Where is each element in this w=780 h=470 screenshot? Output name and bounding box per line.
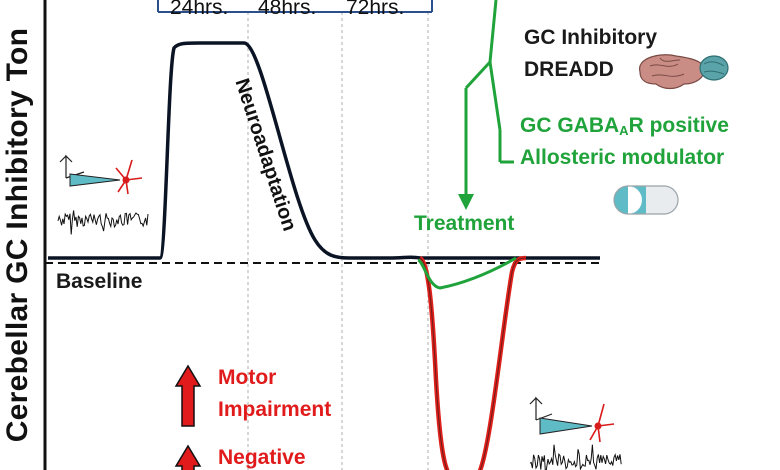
treatment-connectors [464,0,514,196]
baseline-label: Baseline [56,270,143,293]
pam-subscript: A [619,123,629,138]
pam-line2: Allosteric modulator [520,146,725,169]
brain-icon [639,54,729,90]
motor-line2: Impairment [218,398,332,421]
time-label-72: 72hrs. [346,0,405,19]
motor-line1: Motor [218,366,277,389]
electrode-neuron-icon-2 [529,396,615,443]
pam-line1: GC GABAAR positive [520,114,729,138]
time-gridlines [247,12,429,470]
dreadd-line1: GC Inhibitory [524,26,657,49]
time-label-24: 24hrs. [170,0,229,19]
dreadd-line2: DREADD [524,58,614,81]
withdrawal-curve [418,255,527,470]
capsule-icon [613,185,679,215]
time-label-48: 48hrs. [258,0,317,19]
treatment-arrowhead-icon [458,194,474,210]
negative-label: Negative [218,446,306,469]
electrode-neuron-icon [59,154,143,195]
up-arrow-icon [174,364,202,427]
baseline-trace-icon [57,210,149,235]
treatment-curve [417,256,517,290]
withdrawal-trace-icon [529,444,622,470]
treatment-label: Treatment [414,212,515,235]
up-arrow-icon-2 [174,444,202,470]
neuroadaptation-curve [48,41,600,260]
time-bracket [157,0,433,13]
